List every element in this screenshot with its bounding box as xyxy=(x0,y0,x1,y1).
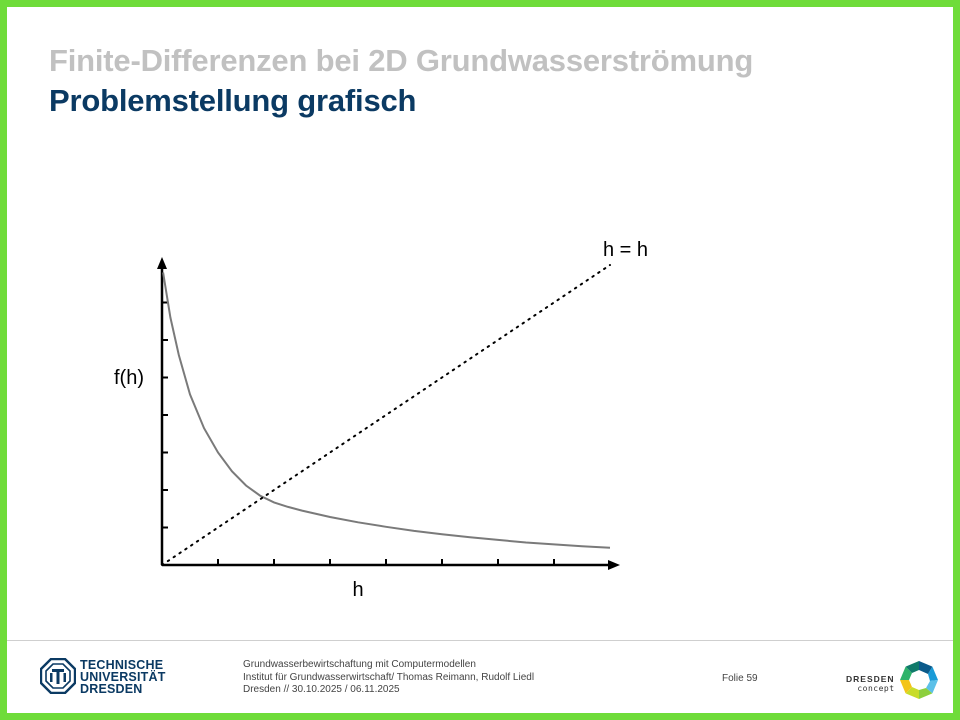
slide-number: Folie 59 xyxy=(722,673,758,684)
dresden-concept-sub: concept xyxy=(857,684,895,693)
slide-subtitle: Problemstellung grafisch xyxy=(49,83,417,118)
x-axis-arrow xyxy=(608,560,620,570)
dresden-concept-logo: DRESDEN concept xyxy=(846,660,942,700)
series-line-f-of-h xyxy=(162,272,611,549)
x-axis-label: h xyxy=(352,579,363,601)
dresden-concept-main: DRESDEN xyxy=(846,674,895,684)
plot-area: h f(h) h = h xyxy=(114,239,648,601)
footer-course: Grundwasserbewirtschaftung mit Computerm… xyxy=(243,659,476,670)
annotation-label: h = h xyxy=(603,239,648,261)
tud-logo-line-1: TECHNISCHE xyxy=(80,658,164,672)
series-line-identity xyxy=(161,264,611,566)
slide-title: Finite-Differenzen bei 2D Grundwasserstr… xyxy=(49,43,754,78)
dresden-concept-emblem-icon xyxy=(900,661,938,699)
footer-info: Grundwasserbewirtschaftung mit Computerm… xyxy=(243,659,534,697)
footer-divider xyxy=(7,640,953,641)
tud-logo-line-3: DRESDEN xyxy=(80,682,143,696)
y-axis-label: f(h) xyxy=(114,367,144,389)
footer-place-date: Dresden // 30.10.2025 / 06.11.2025 xyxy=(243,684,400,695)
tud-logo-line-2: UNIVERSITÄT xyxy=(80,670,166,684)
tud-logo: TECHNISCHE UNIVERSITÄT DRESDEN xyxy=(40,658,165,698)
y-axis-arrow xyxy=(157,257,167,269)
tud-emblem-icon xyxy=(40,658,76,694)
footer-institute: Institut für Grundwasserwirtschaft/ Thom… xyxy=(243,671,535,683)
